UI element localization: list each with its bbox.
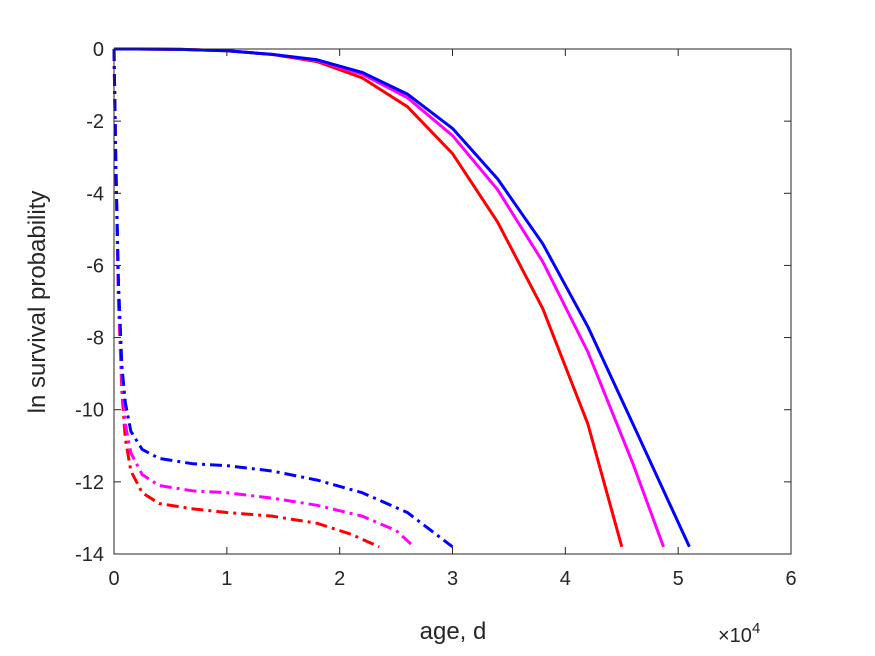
- y-tick-label: 0: [93, 39, 104, 61]
- y-axis-label: ln survival probability: [24, 191, 51, 414]
- x-tick-label: 2: [334, 568, 345, 590]
- x-multiplier-label: ×104: [718, 620, 760, 647]
- x-tick-label: 5: [673, 568, 684, 590]
- x-tick-label: 4: [560, 568, 571, 590]
- x-multiplier-exponent: 4: [752, 620, 760, 637]
- y-tick-label: -10: [75, 400, 104, 422]
- y-tick-label: -8: [86, 328, 104, 350]
- x-multiplier-base: ×10: [718, 625, 752, 647]
- y-tick-label: -4: [86, 183, 104, 205]
- y-tick-label: -2: [86, 111, 104, 133]
- x-tick-label: 3: [447, 568, 458, 590]
- y-tick-label: -12: [75, 472, 104, 494]
- x-tick-label: 6: [785, 568, 796, 590]
- tick-layer: 0 1 2 3 4 5 6 0 -2 -4 -6 -8 -10 -12 -14: [75, 39, 796, 590]
- x-tick-label: 0: [108, 568, 119, 590]
- solid-series-line-3: [114, 47, 691, 548]
- series-layer: [112, 47, 691, 549]
- x-axis-label: age, d: [420, 618, 487, 645]
- y-tick-label: -14: [75, 544, 104, 566]
- x-tick-label: 1: [221, 568, 232, 590]
- y-tick-label: -6: [86, 255, 104, 277]
